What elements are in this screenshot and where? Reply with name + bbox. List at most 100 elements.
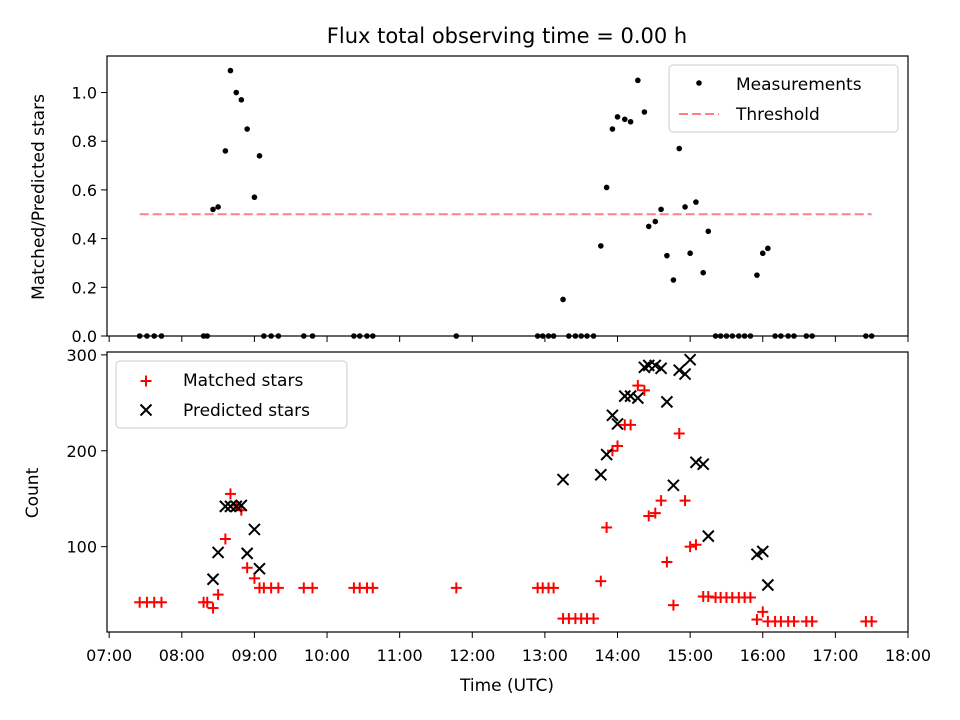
predicted-star-point xyxy=(624,389,637,403)
measurement-point xyxy=(627,118,634,125)
measurement-point xyxy=(670,277,677,283)
matched-star-point xyxy=(673,428,685,440)
legend-predicted-marker xyxy=(139,403,153,417)
predicted-star-point xyxy=(660,395,674,409)
matched-star-point xyxy=(307,582,319,594)
predicted-star-point xyxy=(618,389,631,403)
plot-frame xyxy=(106,55,909,337)
measurement-point xyxy=(256,153,263,159)
measurement-point xyxy=(261,333,267,339)
measurement-point xyxy=(712,333,719,339)
measurement-point xyxy=(351,333,357,339)
measurement-point xyxy=(539,333,546,339)
matched-star-point xyxy=(643,510,655,522)
legend-predicted-label: Predicted stars xyxy=(183,401,310,421)
measurement-point xyxy=(609,126,616,132)
matched-star-point xyxy=(272,582,284,594)
x-tick-label: 15:00 xyxy=(667,646,713,665)
measurement-point xyxy=(550,333,557,339)
matched-star-point xyxy=(548,582,560,594)
predicted-star-point xyxy=(235,499,248,512)
top-y-axis-label: Matched/Predicted stars xyxy=(29,94,49,300)
measurement-point xyxy=(735,333,742,339)
measurement-point xyxy=(210,206,216,213)
predicted-star-point xyxy=(654,362,668,375)
matched-star-point xyxy=(606,445,618,457)
predicted-star-point xyxy=(689,456,703,469)
y-tick-label: 300 xyxy=(66,346,97,365)
measurement-point xyxy=(158,333,165,339)
legend-box xyxy=(115,360,348,429)
measurement-point xyxy=(584,333,590,339)
predicted-star-point xyxy=(600,448,613,461)
predicted-star-point xyxy=(667,479,680,492)
measurement-point xyxy=(641,109,648,115)
measurement-point xyxy=(658,206,664,213)
matched-star-point xyxy=(588,613,600,625)
measurement-point xyxy=(251,194,258,201)
matched-star-point xyxy=(219,533,231,545)
y-tick-label: 0.6 xyxy=(72,181,97,200)
predicted-star-point xyxy=(683,353,697,366)
measurement-point xyxy=(364,333,370,339)
legend-threshold-label: Threshold xyxy=(735,105,820,125)
matched-star-point xyxy=(155,596,167,608)
measurement-point xyxy=(244,126,250,132)
measurement-point xyxy=(652,218,659,225)
predicted-star-point xyxy=(248,523,261,536)
measurement-point xyxy=(136,333,143,339)
predicted-star-point xyxy=(678,367,692,381)
matched-star-point xyxy=(679,495,691,507)
measurement-point xyxy=(676,145,683,152)
y-tick-label: 100 xyxy=(66,538,97,557)
measurement-point xyxy=(682,204,688,210)
matched-star-point xyxy=(866,615,878,627)
measurement-point xyxy=(578,333,585,339)
measurement-point xyxy=(717,333,724,339)
top-chart-title: Flux total observing time = 0.00 h xyxy=(327,24,687,48)
measurement-point xyxy=(705,228,712,235)
measurement-point xyxy=(621,116,628,123)
measurement-point xyxy=(747,333,754,339)
matched-star-point xyxy=(806,615,818,627)
measurement-point xyxy=(863,333,869,339)
matched-star-point xyxy=(757,606,769,618)
measurement-point xyxy=(645,223,652,230)
measurement-point xyxy=(356,333,363,339)
measurement-point xyxy=(369,333,376,339)
matched-star-point xyxy=(450,582,462,594)
plot-frame xyxy=(106,351,909,633)
predicted-star-point xyxy=(631,391,645,405)
measurement-point xyxy=(785,333,791,339)
y-tick-label: 0.0 xyxy=(72,327,97,346)
predicted-star-point xyxy=(761,578,775,592)
measurement-point xyxy=(603,184,610,191)
matched-star-point xyxy=(788,615,800,627)
x-tick-label: 13:00 xyxy=(522,646,568,665)
measurement-point xyxy=(453,333,460,339)
y-tick-label: 0.4 xyxy=(72,230,97,249)
measurement-point xyxy=(227,67,234,74)
matched-star-point xyxy=(367,582,379,594)
measurement-point xyxy=(803,333,810,339)
measurement-point xyxy=(566,333,572,339)
measurement-point xyxy=(215,204,221,210)
y-tick-label: 0.2 xyxy=(72,278,97,297)
matched-star-point xyxy=(649,507,661,519)
x-tick-label: 07:00 xyxy=(86,646,132,665)
measurement-point xyxy=(222,148,229,154)
matched-star-point xyxy=(744,591,756,603)
measurement-point xyxy=(664,252,670,259)
matched-star-point xyxy=(595,575,607,587)
measurement-point xyxy=(693,199,699,205)
legend-measurements-label: Measurements xyxy=(736,75,862,95)
measurement-point xyxy=(772,333,778,339)
matched-star-point xyxy=(638,384,650,396)
x-tick-label: 17:00 xyxy=(812,646,858,665)
predicted-star-point xyxy=(556,473,570,486)
matched-star-point xyxy=(632,380,644,392)
predicted-star-point xyxy=(211,546,225,559)
measurement-point xyxy=(590,333,597,339)
legend-measurements-marker xyxy=(696,80,702,86)
